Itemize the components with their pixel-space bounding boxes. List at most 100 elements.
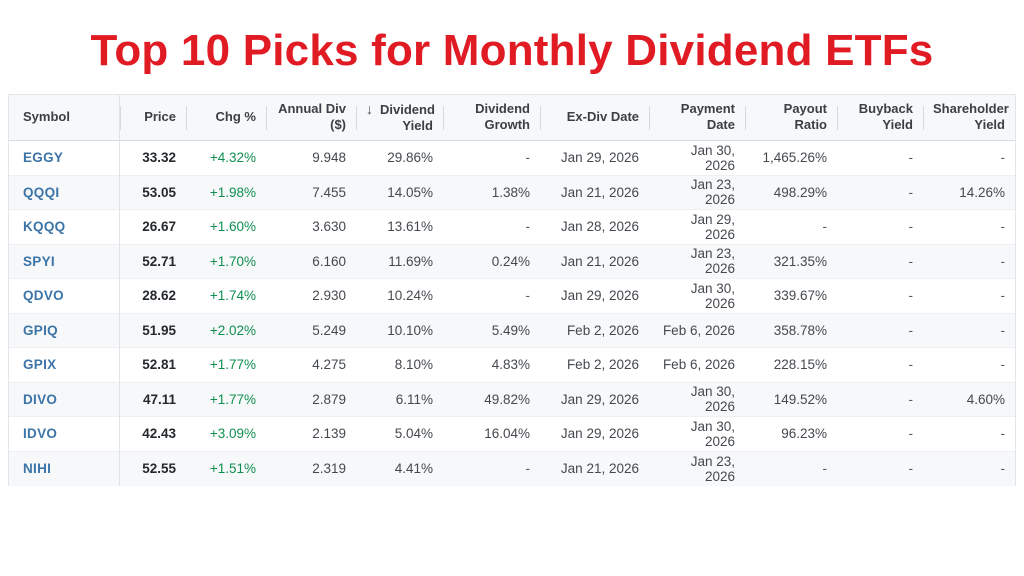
cell-price: 42.43 <box>119 416 186 452</box>
cell-symbol[interactable]: EGGY <box>9 140 120 176</box>
cell-ex_div_date: Feb 2, 2026 <box>540 347 649 383</box>
cell-annual_div: 6.160 <box>266 243 356 279</box>
cell-chg: +2.02% <box>186 312 266 348</box>
column-header-annual_div[interactable]: Annual Div ($) <box>266 94 356 142</box>
cell-dividend_yield: 6.11% <box>356 381 443 417</box>
cell-payment_date: Feb 6, 2026 <box>649 312 745 348</box>
column-header-dividend_growth[interactable]: Dividend Growth <box>443 94 540 142</box>
cell-ex_div_date: Jan 21, 2026 <box>540 243 649 279</box>
cell-ex_div_date: Jan 28, 2026 <box>540 209 649 245</box>
cell-buyback_yield: - <box>837 174 923 210</box>
cell-symbol[interactable]: DIVO <box>9 381 120 417</box>
cell-dividend_growth: 16.04% <box>443 416 540 452</box>
column-header-symbol[interactable]: Symbol <box>9 94 120 142</box>
cell-payment_date: Jan 30, 2026 <box>690 142 735 173</box>
column-header-ex_div_date[interactable]: Ex-Div Date <box>540 94 649 142</box>
cell-symbol[interactable]: QDVO <box>9 278 120 314</box>
cell-buyback_yield: - <box>837 312 923 348</box>
cell-buyback_yield: - <box>837 243 923 279</box>
cell-symbol[interactable]: SPYI <box>9 243 120 279</box>
cell-payment_date: Jan 23, 2026 <box>649 174 745 210</box>
cell-payment_date: Feb 6, 2026 <box>649 347 745 383</box>
cell-price: 47.11 <box>119 381 186 417</box>
cell-dividend_yield: 10.24% <box>356 278 443 314</box>
cell-buyback_yield: - <box>837 416 923 452</box>
cell-dividend_yield: 13.61% <box>356 209 443 245</box>
etf-table: Symbol Price Chg % Annual Div ($) ↓ Dividend Yi… <box>9 94 1015 486</box>
cell-dividend_yield: 29.86% <box>387 150 433 166</box>
cell-symbol[interactable]: QQQI <box>9 174 120 210</box>
cell-payment_date: Jan 30, 2026 <box>649 278 745 314</box>
cell-symbol[interactable]: GPIX <box>9 347 120 383</box>
cell-payment_date: Jan 23, 2026 <box>649 243 745 279</box>
page-title: Top 10 Picks for Monthly Dividend ETFs <box>90 26 934 75</box>
table-row: QDVO 28.62 +1.74% 2.930 10.24% - Jan 29, 2026 J… <box>9 278 1015 314</box>
column-header-buyback_yield[interactable]: Buyback Yield <box>837 94 923 142</box>
cell-buyback_yield: - <box>837 381 923 417</box>
cell-shareholder_yield: - <box>923 278 1015 314</box>
cell-price: 52.71 <box>119 243 186 279</box>
cell-dividend_growth: 4.83% <box>443 347 540 383</box>
cell-dividend_growth: - <box>525 150 531 166</box>
cell-price: 26.67 <box>119 209 186 245</box>
cell-ex_div_date: Jan 29, 2026 <box>540 381 649 417</box>
cell-payout_ratio: 339.67% <box>745 278 837 314</box>
cell-payout_ratio: 1,465.26% <box>762 150 827 166</box>
cell-chg: +1.51% <box>186 450 266 486</box>
cell-shareholder_yield: - <box>923 347 1015 383</box>
table-row: KQQQ 26.67 +1.60% 3.630 13.61% - Jan 28, 2026 J… <box>9 209 1015 245</box>
cell-dividend_yield: 4.41% <box>356 450 443 486</box>
column-header-chg[interactable]: Chg % <box>186 94 266 142</box>
cell-symbol[interactable]: NIHI <box>9 450 120 486</box>
cell-buyback_yield: - <box>837 347 923 383</box>
cell-price: 52.55 <box>119 450 186 486</box>
cell-buyback_yield: - <box>837 278 923 314</box>
cell-ex_div_date: Jan 29, 2026 <box>540 416 649 452</box>
cell-payout_ratio: 321.35% <box>745 243 837 279</box>
cell-payment_date: Jan 30, 2026 <box>649 416 745 452</box>
column-header-shareholder_yield[interactable]: Shareholder Yield <box>923 94 1015 142</box>
cell-dividend_growth: - <box>443 450 540 486</box>
cell-annual_div: 5.249 <box>266 312 356 348</box>
cell-symbol[interactable]: GPIQ <box>9 312 120 348</box>
cell-dividend_growth: 1.38% <box>443 174 540 210</box>
cell-symbol[interactable]: KQQQ <box>9 209 120 245</box>
cell-payment_date: Jan 23, 2026 <box>649 450 745 486</box>
cell-payment_date: Jan 30, 2026 <box>649 381 745 417</box>
cell-chg: +4.32% <box>209 150 256 166</box>
table-row: SPYI 52.71 +1.70% 6.160 11.69% 0.24% Jan 21, 2… <box>9 243 1015 279</box>
table-row: EGGY 33.32 +4.32% 9.948 29.86% - Jan 29, 2026 J… <box>9 140 1015 176</box>
cell-buyback_yield: - <box>908 150 914 166</box>
cell-dividend_growth: 49.82% <box>443 381 540 417</box>
column-header-dividend_yield[interactable]: ↓ Dividend Yield <box>356 94 443 142</box>
table-row: QQQI 53.05 +1.98% 7.455 14.05% 1.38% Jan 21, 2… <box>9 174 1015 210</box>
cell-payment_date: Jan 29, 2026 <box>649 209 745 245</box>
cell-annual_div: 3.630 <box>266 209 356 245</box>
column-header-price[interactable]: Price <box>119 94 186 142</box>
cell-payout_ratio: 228.15% <box>745 347 837 383</box>
dividend-etf-table: Symbol Price Chg % Annual Div ($) ↓ Dividend Yi… <box>8 93 1016 486</box>
cell-annual_div: 2.879 <box>266 381 356 417</box>
cell-shareholder_yield: - <box>1000 150 1006 166</box>
cell-chg: +1.77% <box>186 381 266 417</box>
column-header-payout_ratio[interactable]: Payout Ratio <box>745 94 837 142</box>
cell-annual_div: 7.455 <box>266 174 356 210</box>
cell-ex_div_date: Jan 29, 2026 <box>540 278 649 314</box>
cell-chg: +1.74% <box>186 278 266 314</box>
cell-chg: +1.70% <box>186 243 266 279</box>
cell-dividend_growth: - <box>443 209 540 245</box>
cell-shareholder_yield: - <box>923 243 1015 279</box>
cell-price: 33.32 <box>142 150 176 166</box>
sort-desc-icon: ↓ <box>366 100 373 117</box>
cell-dividend_growth: 5.49% <box>443 312 540 348</box>
cell-price: 28.62 <box>119 278 186 314</box>
cell-chg: +1.60% <box>186 209 266 245</box>
cell-symbol[interactable]: IDVO <box>9 416 120 452</box>
cell-buyback_yield: - <box>837 450 923 486</box>
cell-dividend_yield: 11.69% <box>356 243 443 279</box>
cell-ex_div_date: Feb 2, 2026 <box>540 312 649 348</box>
cell-shareholder_yield: - <box>923 450 1015 486</box>
cell-shareholder_yield: 14.26% <box>923 174 1015 210</box>
column-header-payment_date[interactable]: Payment Date <box>649 94 745 142</box>
cell-annual_div: 9.948 <box>312 150 346 166</box>
